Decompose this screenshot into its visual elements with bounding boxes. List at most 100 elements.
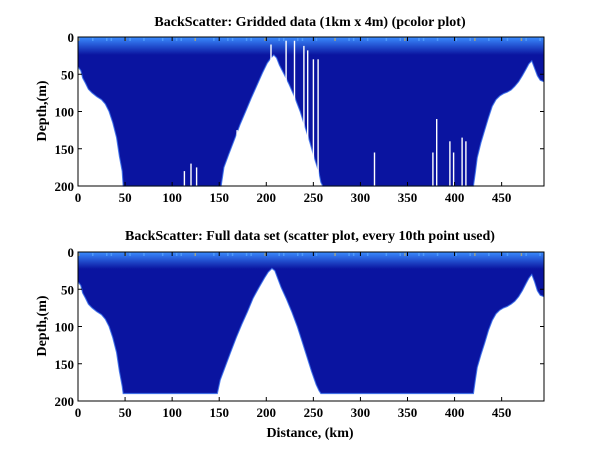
x-tick-label: 0 (75, 190, 82, 205)
x-tick-label: 250 (304, 190, 324, 205)
surface-speckle (352, 253, 355, 256)
surface-speckle (78, 253, 80, 256)
surface-speckle (455, 253, 457, 256)
surface-speckle (194, 38, 196, 41)
top-panel-x-axis: 0 50 100 150 200 250 300 350 400 450 (75, 37, 512, 205)
seabed-edge (77, 267, 545, 395)
y-tick-label: 100 (55, 105, 75, 120)
surface-speckle (227, 38, 229, 41)
surface-speckle (366, 253, 369, 256)
surface-speckle (334, 253, 336, 256)
surface-speckle (469, 253, 471, 256)
surface-speckle (422, 38, 425, 41)
x-tick-label: 100 (162, 190, 182, 205)
surface-speckle (539, 253, 541, 256)
surface-speckle (161, 38, 164, 41)
surface-speckle (213, 253, 215, 256)
surface-speckle (250, 253, 252, 256)
backscatter-water-column (78, 37, 544, 186)
y-tick-label: 100 (55, 320, 75, 335)
surface-speckle (283, 253, 285, 256)
x-tick-label: 300 (351, 405, 371, 420)
surface-speckle (92, 38, 94, 41)
x-tick-label: 200 (257, 405, 277, 420)
surface-speckle (436, 253, 439, 256)
surface-speckle (110, 253, 113, 256)
surface-speckle (506, 38, 509, 41)
surface-speckle (488, 253, 490, 256)
surface-speckle (520, 38, 523, 41)
surface-speckle (250, 38, 252, 41)
surface-speckle (348, 38, 350, 41)
surface-speckle (334, 38, 336, 41)
x-tick-label: 400 (445, 190, 465, 205)
x-tick-label: 350 (398, 190, 418, 205)
surface-speckle (110, 38, 113, 41)
surface-speckle (469, 38, 471, 41)
surface-speckle (418, 38, 420, 41)
x-tick-label: 450 (492, 405, 512, 420)
surface-speckle (301, 253, 304, 256)
surface-speckle (301, 38, 304, 41)
bottom-panel-y-axis: 0 50 100 150 200 (55, 245, 544, 409)
x-tick-label: 250 (304, 405, 324, 420)
surface-speckle (175, 38, 178, 41)
surface-speckle (539, 38, 541, 41)
surface-speckle (474, 253, 476, 256)
surface-speckle (161, 253, 164, 256)
surface-speckle (436, 38, 439, 41)
surface-speckle (129, 38, 131, 41)
y-tick-label: 0 (68, 245, 75, 260)
surface-speckle (520, 253, 523, 256)
surface-speckle (180, 253, 182, 256)
y-tick-label: 200 (55, 179, 75, 194)
surface-speckle (422, 253, 425, 256)
top-panel: BackScatter: Gridded data (1km x 4m) (pc… (35, 15, 545, 205)
surface-speckle (175, 253, 178, 256)
surface-speckle (129, 253, 131, 256)
surface-speckle (143, 253, 145, 256)
x-tick-label: 100 (162, 405, 182, 420)
surface-speckle (231, 253, 234, 256)
x-tick-label: 150 (209, 190, 229, 205)
y-tick-label: 200 (55, 394, 75, 409)
surface-speckle (488, 38, 490, 41)
surface-speckle (231, 38, 234, 41)
surface-speckle (455, 38, 457, 41)
top-panel-y-axis-label: Depth,(m) (35, 80, 50, 141)
surface-speckle (283, 38, 285, 41)
bottom-panel-x-axis-label: Distance, (km) (266, 426, 353, 441)
surface-speckle (143, 38, 145, 41)
x-tick-label: 0 (75, 405, 82, 420)
bottom-panel: BackScatter: Full data set (scatter plot… (35, 229, 545, 441)
bottom-panel-x-axis: 0 50 100 150 200 250 300 350 400 450 (75, 252, 512, 420)
bottom-panel-y-axis-label: Depth,(m) (35, 295, 50, 356)
surface-speckle (245, 38, 248, 41)
x-tick-label: 50 (119, 190, 132, 205)
top-panel-title: BackScatter: Gridded data (1km x 4m) (pc… (154, 15, 466, 30)
x-tick-label: 150 (209, 405, 229, 420)
y-tick-label: 150 (55, 142, 75, 157)
surface-speckle (106, 38, 108, 41)
y-tick-label: 150 (55, 357, 75, 372)
surface-speckle (194, 253, 196, 256)
surface-speckle (245, 253, 248, 256)
surface-speckle (404, 38, 406, 41)
surface-speckle (385, 253, 388, 256)
surface-speckle (525, 38, 527, 41)
surface-speckle (506, 253, 509, 256)
x-tick-label: 450 (492, 190, 512, 205)
surface-speckle (297, 38, 299, 41)
bottom-panel-plot-area (77, 252, 545, 401)
x-tick-label: 300 (351, 190, 371, 205)
bottom-panel-title: BackScatter: Full data set (scatter plot… (125, 229, 495, 244)
y-tick-label: 50 (61, 282, 74, 297)
surface-speckle (278, 38, 280, 41)
surface-speckle (366, 38, 369, 41)
top-panel-y-axis: 0 50 100 150 200 (55, 30, 544, 194)
surface-speckle (278, 253, 280, 256)
x-tick-label: 400 (445, 405, 465, 420)
surface-speckle (352, 38, 355, 41)
surface-speckle (399, 38, 401, 41)
